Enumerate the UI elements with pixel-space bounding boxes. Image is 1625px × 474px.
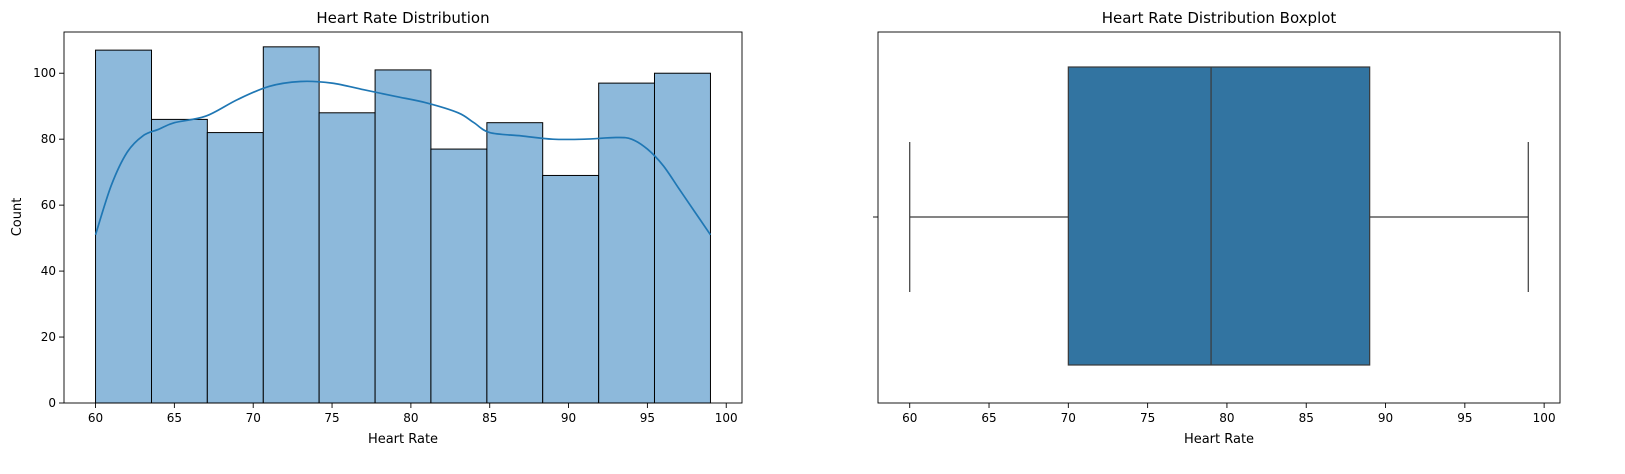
x-tick-label: 95 bbox=[1457, 411, 1472, 425]
histogram-bar bbox=[374, 69, 432, 404]
histogram-bar bbox=[430, 148, 488, 404]
x-tick-label: 65 bbox=[167, 411, 182, 425]
histogram-bar bbox=[598, 82, 655, 404]
x-tick-label: 75 bbox=[324, 411, 339, 425]
boxplot-marks bbox=[909, 66, 1529, 366]
histogram-y-label: Count bbox=[10, 198, 25, 237]
x-tick-label: 65 bbox=[981, 411, 996, 425]
x-tick-label: 80 bbox=[403, 411, 418, 425]
boxplot-title: Heart Rate Distribution Boxplot bbox=[1102, 9, 1337, 27]
boxplot-x-label: Heart Rate bbox=[1184, 432, 1254, 447]
x-tick-label: 60 bbox=[88, 411, 103, 425]
y-tick-label: 40 bbox=[41, 264, 56, 278]
x-tick-label: 80 bbox=[1219, 411, 1234, 425]
histogram-y-ticks: 0 20 40 60 80 100 bbox=[33, 66, 64, 410]
histogram-bar bbox=[542, 174, 600, 404]
histogram-bars bbox=[95, 46, 711, 404]
x-tick-label: 90 bbox=[561, 411, 576, 425]
boxplot-panel: Heart Rate Distribution Boxplot 60 65 70 75… bbox=[873, 9, 1561, 447]
histogram-bar bbox=[95, 49, 153, 404]
x-tick-label: 70 bbox=[246, 411, 261, 425]
boxplot-x-ticks: 60 65 70 75 80 85 90 95 100 bbox=[902, 403, 1556, 425]
histogram-x-label: Heart Rate bbox=[368, 432, 438, 447]
y-tick-label: 100 bbox=[33, 66, 56, 80]
histogram-frame bbox=[63, 31, 743, 404]
histogram-panel: Heart Rate Distribution 60 65 70 75 80 85 90 95… bbox=[10, 9, 743, 447]
histogram-x-ticks: 60 65 70 75 80 85 90 95 100 bbox=[88, 403, 738, 425]
x-tick-label: 100 bbox=[715, 411, 738, 425]
histogram-bar bbox=[206, 132, 264, 404]
y-tick-label: 60 bbox=[41, 198, 56, 212]
iqr-box bbox=[1067, 66, 1371, 366]
x-tick-label: 75 bbox=[1140, 411, 1155, 425]
x-tick-label: 85 bbox=[482, 411, 497, 425]
x-tick-label: 100 bbox=[1533, 411, 1556, 425]
histogram-bar bbox=[318, 112, 376, 404]
histogram-bar bbox=[486, 122, 544, 404]
kde-curve bbox=[94, 80, 712, 236]
x-tick-label: 85 bbox=[1299, 411, 1314, 425]
histogram-title: Heart Rate Distribution bbox=[316, 9, 489, 27]
y-tick-label: 0 bbox=[48, 396, 56, 410]
histogram-bar bbox=[262, 46, 320, 404]
x-tick-label: 95 bbox=[640, 411, 655, 425]
x-tick-label: 90 bbox=[1378, 411, 1393, 425]
boxplot-frame bbox=[877, 31, 1561, 404]
x-tick-label: 70 bbox=[1061, 411, 1076, 425]
histogram-bar bbox=[151, 118, 208, 404]
histogram-bar bbox=[653, 72, 711, 404]
x-tick-label: 60 bbox=[902, 411, 917, 425]
y-tick-label: 20 bbox=[41, 330, 56, 344]
y-tick-label: 80 bbox=[41, 132, 56, 146]
